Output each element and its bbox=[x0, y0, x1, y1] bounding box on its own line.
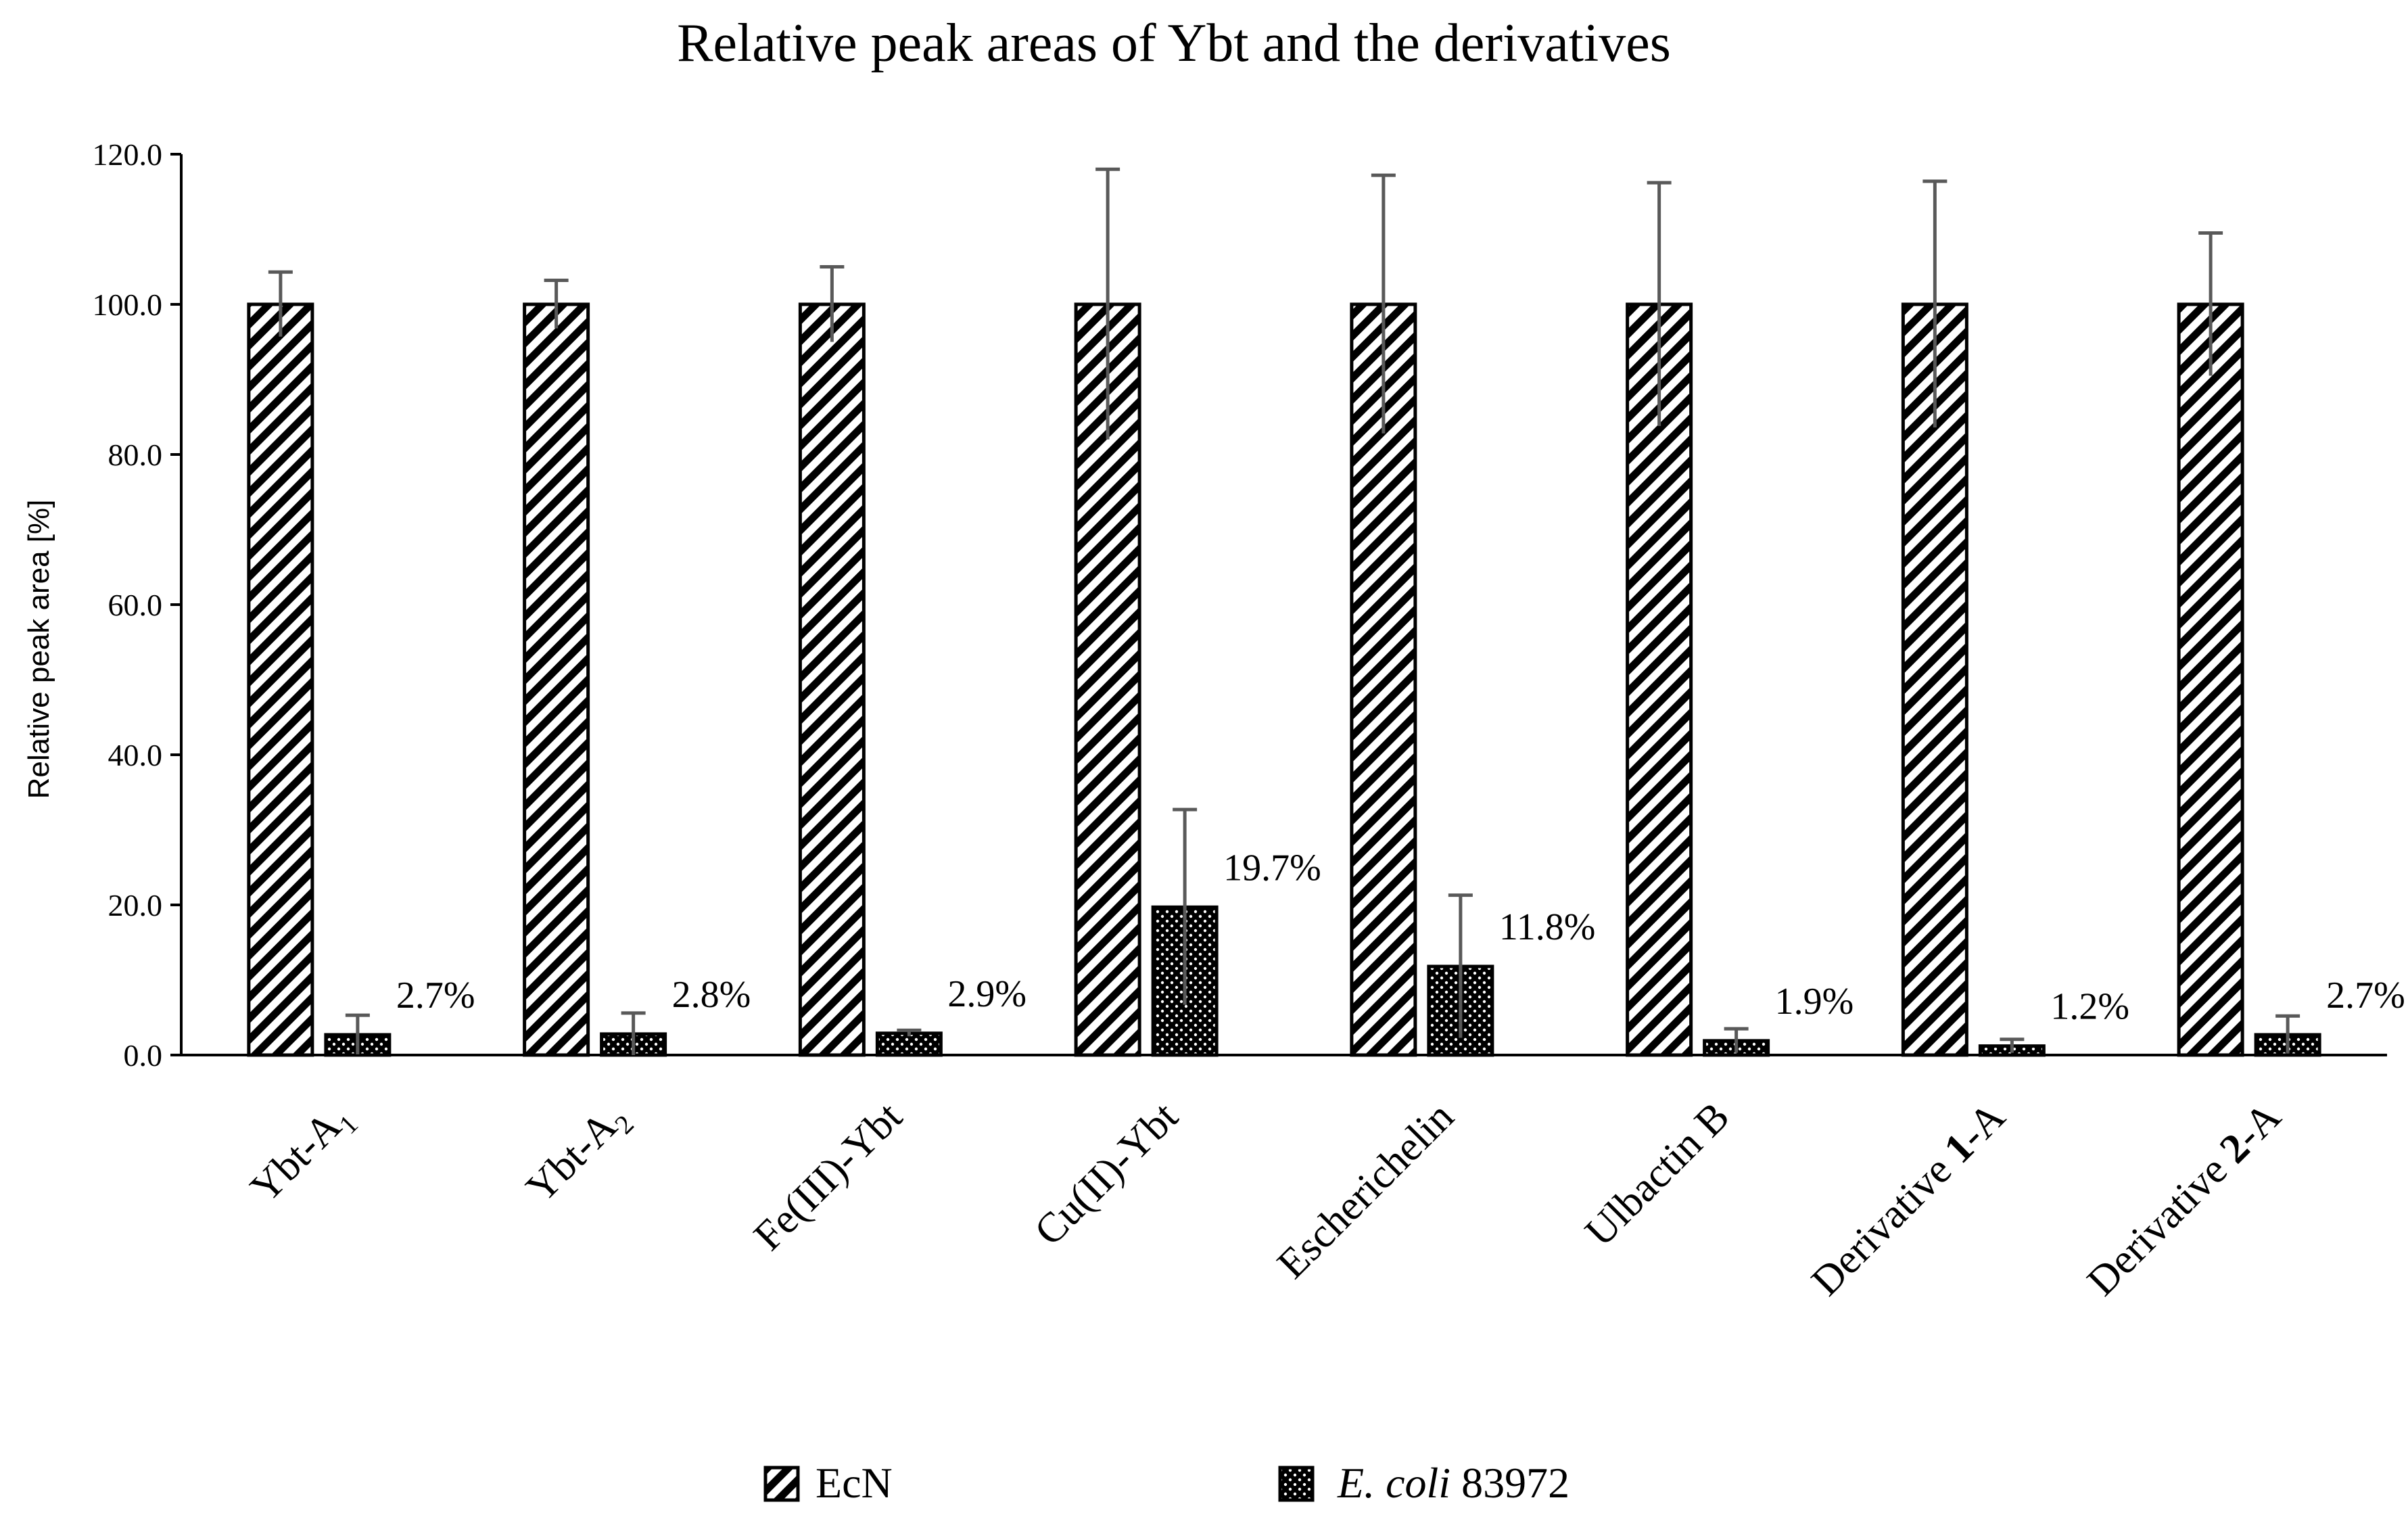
x-tick-label: Derivative 1-A bbox=[1803, 1094, 2014, 1305]
x-tick-label-text: Derivative bbox=[2079, 1140, 2244, 1305]
data-label-e-coli: 19.7% bbox=[1223, 847, 1321, 889]
data-label-e-coli: 2.7% bbox=[396, 975, 475, 1016]
y-tick-label: 120.0 bbox=[93, 137, 163, 172]
data-label-e-coli: 1.2% bbox=[2050, 986, 2129, 1028]
x-tick-label: Ybt-A2 bbox=[517, 1094, 640, 1216]
x-tick-label: Escherichelin bbox=[1269, 1094, 1463, 1288]
bar-ecn bbox=[798, 302, 866, 1057]
x-tick-label: Derivative 2-A bbox=[2079, 1094, 2290, 1305]
legend-label-ecn: EcN bbox=[816, 1459, 893, 1507]
x-tick-label: Ulbactin B bbox=[1576, 1094, 1738, 1255]
bar-ecn bbox=[2177, 302, 2244, 1057]
data-label-e-coli: 2.7% bbox=[2326, 975, 2405, 1016]
data-label-e-coli: 1.9% bbox=[1775, 981, 1854, 1023]
x-tick-label-text: Escherichelin bbox=[1269, 1094, 1463, 1288]
bar-e-coli bbox=[875, 1031, 943, 1057]
y-tick-label: 0.0 bbox=[124, 1038, 163, 1073]
y-tick-label: 100.0 bbox=[93, 287, 163, 322]
bar-ecn bbox=[247, 302, 314, 1057]
data-label-e-coli: 2.8% bbox=[672, 974, 751, 1016]
bar-ecn bbox=[1626, 302, 1693, 1057]
legend-swatch-e-coli bbox=[1278, 1466, 1315, 1502]
x-tick-label-text: Cu(II)-Ybt bbox=[1026, 1094, 1187, 1255]
y-tick-label: 80.0 bbox=[108, 438, 163, 472]
legend-swatch-ecn bbox=[763, 1466, 800, 1502]
x-tick-label-text: Fe(III)-Ybt bbox=[745, 1094, 911, 1259]
y-tick-label: 40.0 bbox=[108, 738, 163, 772]
x-tick-label: Ybt-A1 bbox=[242, 1094, 364, 1216]
plot-area: 0.0 20.0 40.0 60.0 80.0 100.0 120.0 2.7% Ybt-A1 2… bbox=[93, 137, 2405, 1305]
chart-title: Relative peak areas of Ybt and the deriv… bbox=[677, 14, 1671, 73]
y-tick-label: 20.0 bbox=[108, 888, 163, 922]
bar-ecn bbox=[1901, 302, 1968, 1057]
data-label-e-coli: 2.9% bbox=[947, 973, 1026, 1015]
x-tick-label-text: Ulbactin B bbox=[1576, 1094, 1738, 1255]
legend: EcN E. coli 83972 bbox=[763, 1459, 1569, 1507]
x-tick-label: Cu(II)-Ybt bbox=[1026, 1094, 1187, 1255]
bar-ecn bbox=[523, 302, 590, 1057]
y-tick-label: 60.0 bbox=[108, 588, 163, 622]
x-tick-label: Fe(III)-Ybt bbox=[745, 1094, 911, 1259]
y-axis-label: Relative peak area [%] bbox=[22, 500, 55, 799]
x-tick-label-text: Derivative bbox=[1803, 1140, 1968, 1305]
data-label-e-coli: 11.8% bbox=[1499, 906, 1596, 948]
legend-label-e-coli: E. coli 83972 bbox=[1337, 1459, 1569, 1507]
